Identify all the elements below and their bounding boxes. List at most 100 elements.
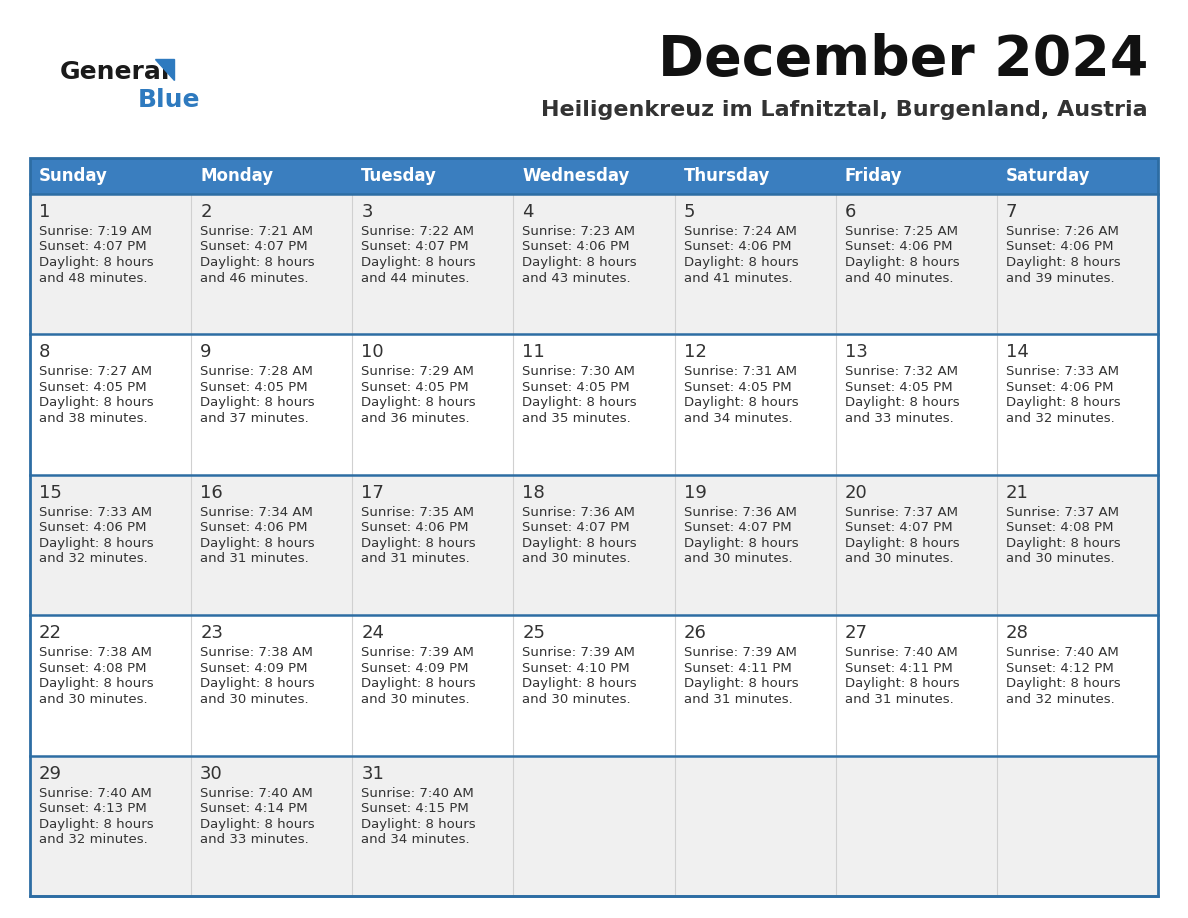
Text: Sunrise: 7:40 AM: Sunrise: 7:40 AM: [1006, 646, 1119, 659]
Text: Sunrise: 7:21 AM: Sunrise: 7:21 AM: [200, 225, 314, 238]
Text: and 32 minutes.: and 32 minutes.: [1006, 412, 1114, 425]
Text: Daylight: 8 hours: Daylight: 8 hours: [845, 397, 960, 409]
Text: Sunset: 4:09 PM: Sunset: 4:09 PM: [361, 662, 469, 675]
Text: Daylight: 8 hours: Daylight: 8 hours: [200, 256, 315, 269]
Text: Sunrise: 7:34 AM: Sunrise: 7:34 AM: [200, 506, 312, 519]
Text: Daylight: 8 hours: Daylight: 8 hours: [683, 397, 798, 409]
Text: Daylight: 8 hours: Daylight: 8 hours: [523, 397, 637, 409]
Text: Sunrise: 7:39 AM: Sunrise: 7:39 AM: [361, 646, 474, 659]
Text: Sunrise: 7:22 AM: Sunrise: 7:22 AM: [361, 225, 474, 238]
Text: Sunset: 4:13 PM: Sunset: 4:13 PM: [39, 802, 147, 815]
Text: Sunset: 4:06 PM: Sunset: 4:06 PM: [1006, 241, 1113, 253]
Text: Sunset: 4:07 PM: Sunset: 4:07 PM: [523, 521, 630, 534]
Text: 30: 30: [200, 765, 223, 783]
Text: 12: 12: [683, 343, 707, 362]
Text: Daylight: 8 hours: Daylight: 8 hours: [361, 537, 476, 550]
Text: and 32 minutes.: and 32 minutes.: [39, 834, 147, 846]
Text: 1: 1: [39, 203, 50, 221]
Bar: [30, 615, 1158, 756]
Text: and 34 minutes.: and 34 minutes.: [361, 834, 470, 846]
Text: 25: 25: [523, 624, 545, 643]
Text: Daylight: 8 hours: Daylight: 8 hours: [361, 397, 476, 409]
Text: Sunset: 4:07 PM: Sunset: 4:07 PM: [361, 241, 469, 253]
Text: 10: 10: [361, 343, 384, 362]
Text: Daylight: 8 hours: Daylight: 8 hours: [683, 677, 798, 690]
Text: Daylight: 8 hours: Daylight: 8 hours: [39, 818, 153, 831]
Text: Daylight: 8 hours: Daylight: 8 hours: [1006, 537, 1120, 550]
Text: Sunrise: 7:26 AM: Sunrise: 7:26 AM: [1006, 225, 1119, 238]
Text: Sunrise: 7:32 AM: Sunrise: 7:32 AM: [845, 365, 958, 378]
Text: Daylight: 8 hours: Daylight: 8 hours: [200, 677, 315, 690]
Text: Sunrise: 7:25 AM: Sunrise: 7:25 AM: [845, 225, 958, 238]
Text: Wednesday: Wednesday: [523, 167, 630, 185]
Text: Daylight: 8 hours: Daylight: 8 hours: [1006, 256, 1120, 269]
Text: Sunrise: 7:38 AM: Sunrise: 7:38 AM: [39, 646, 152, 659]
Text: Sunrise: 7:28 AM: Sunrise: 7:28 AM: [200, 365, 312, 378]
Text: and 32 minutes.: and 32 minutes.: [39, 553, 147, 565]
Text: Daylight: 8 hours: Daylight: 8 hours: [845, 677, 960, 690]
Text: Sunset: 4:06 PM: Sunset: 4:06 PM: [523, 241, 630, 253]
Text: 15: 15: [39, 484, 62, 502]
Text: 29: 29: [39, 765, 62, 783]
Bar: [30, 158, 1158, 194]
Text: Sunset: 4:09 PM: Sunset: 4:09 PM: [200, 662, 308, 675]
Text: Sunset: 4:05 PM: Sunset: 4:05 PM: [523, 381, 630, 394]
Text: Tuesday: Tuesday: [361, 167, 437, 185]
Text: and 31 minutes.: and 31 minutes.: [683, 693, 792, 706]
Text: Sunrise: 7:19 AM: Sunrise: 7:19 AM: [39, 225, 152, 238]
Text: 27: 27: [845, 624, 867, 643]
Text: 14: 14: [1006, 343, 1029, 362]
Text: Sunrise: 7:24 AM: Sunrise: 7:24 AM: [683, 225, 796, 238]
Text: 13: 13: [845, 343, 867, 362]
Text: and 35 minutes.: and 35 minutes.: [523, 412, 631, 425]
Bar: [30, 475, 1158, 615]
Text: Sunset: 4:05 PM: Sunset: 4:05 PM: [39, 381, 146, 394]
Text: and 30 minutes.: and 30 minutes.: [200, 693, 309, 706]
Text: Daylight: 8 hours: Daylight: 8 hours: [39, 677, 153, 690]
Text: Daylight: 8 hours: Daylight: 8 hours: [361, 256, 476, 269]
Text: Sunset: 4:06 PM: Sunset: 4:06 PM: [200, 521, 308, 534]
Text: Sunset: 4:06 PM: Sunset: 4:06 PM: [845, 241, 953, 253]
Text: and 30 minutes.: and 30 minutes.: [1006, 553, 1114, 565]
Text: Sunrise: 7:33 AM: Sunrise: 7:33 AM: [39, 506, 152, 519]
Text: and 30 minutes.: and 30 minutes.: [683, 553, 792, 565]
Text: Sunrise: 7:30 AM: Sunrise: 7:30 AM: [523, 365, 636, 378]
Text: Daylight: 8 hours: Daylight: 8 hours: [523, 677, 637, 690]
Text: and 41 minutes.: and 41 minutes.: [683, 272, 792, 285]
Text: 21: 21: [1006, 484, 1029, 502]
Text: Sunset: 4:05 PM: Sunset: 4:05 PM: [361, 381, 469, 394]
Text: Sunset: 4:07 PM: Sunset: 4:07 PM: [845, 521, 953, 534]
Text: Thursday: Thursday: [683, 167, 770, 185]
Bar: [30, 756, 1158, 896]
Text: 17: 17: [361, 484, 384, 502]
Text: Sunset: 4:12 PM: Sunset: 4:12 PM: [1006, 662, 1113, 675]
Text: Daylight: 8 hours: Daylight: 8 hours: [523, 537, 637, 550]
Text: Daylight: 8 hours: Daylight: 8 hours: [200, 818, 315, 831]
Text: Daylight: 8 hours: Daylight: 8 hours: [845, 537, 960, 550]
Text: 24: 24: [361, 624, 384, 643]
Text: Monday: Monday: [200, 167, 273, 185]
Text: Sunset: 4:07 PM: Sunset: 4:07 PM: [200, 241, 308, 253]
Text: Sunday: Sunday: [39, 167, 108, 185]
Bar: [30, 334, 1158, 475]
Text: Sunrise: 7:29 AM: Sunrise: 7:29 AM: [361, 365, 474, 378]
Text: Friday: Friday: [845, 167, 903, 185]
Text: and 33 minutes.: and 33 minutes.: [200, 834, 309, 846]
Text: Sunset: 4:10 PM: Sunset: 4:10 PM: [523, 662, 630, 675]
Text: Sunrise: 7:36 AM: Sunrise: 7:36 AM: [523, 506, 636, 519]
Text: and 44 minutes.: and 44 minutes.: [361, 272, 469, 285]
Text: Blue: Blue: [138, 88, 201, 112]
Text: Sunrise: 7:40 AM: Sunrise: 7:40 AM: [39, 787, 152, 800]
Text: Sunrise: 7:39 AM: Sunrise: 7:39 AM: [683, 646, 796, 659]
Text: Sunrise: 7:35 AM: Sunrise: 7:35 AM: [361, 506, 474, 519]
Text: Daylight: 8 hours: Daylight: 8 hours: [39, 397, 153, 409]
Text: Sunrise: 7:27 AM: Sunrise: 7:27 AM: [39, 365, 152, 378]
Text: Sunset: 4:15 PM: Sunset: 4:15 PM: [361, 802, 469, 815]
Text: Sunset: 4:07 PM: Sunset: 4:07 PM: [683, 521, 791, 534]
Text: 18: 18: [523, 484, 545, 502]
Text: Daylight: 8 hours: Daylight: 8 hours: [39, 537, 153, 550]
Text: Sunset: 4:08 PM: Sunset: 4:08 PM: [39, 662, 146, 675]
Text: and 31 minutes.: and 31 minutes.: [845, 693, 954, 706]
Text: Daylight: 8 hours: Daylight: 8 hours: [39, 256, 153, 269]
Text: and 40 minutes.: and 40 minutes.: [845, 272, 953, 285]
